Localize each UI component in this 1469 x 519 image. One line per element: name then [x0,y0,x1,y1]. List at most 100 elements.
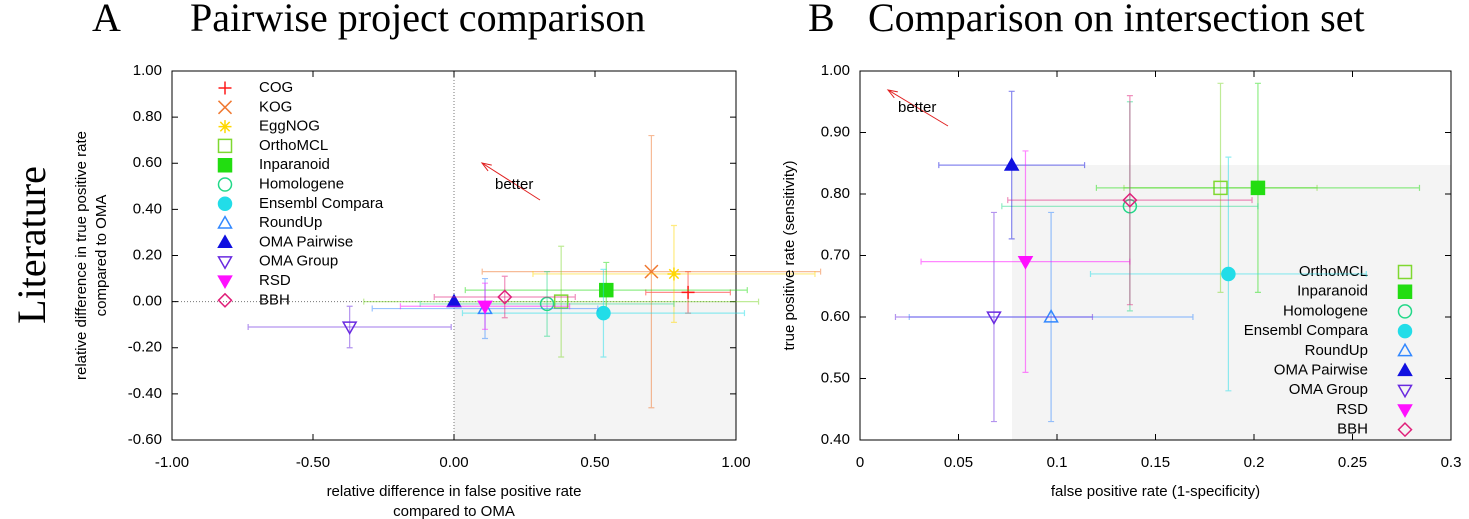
x-tick-label: 1.00 [721,454,750,471]
y-tick-label: 0.40 [821,431,850,448]
legend-label: RoundUp [1305,342,1368,359]
y-error-bar [1126,95,1133,306]
data-point [667,267,681,281]
legend-label: RSD [259,272,291,289]
data-point [1122,192,1138,208]
data-point [1043,308,1059,323]
annotation-arrow [481,162,541,201]
data-point [1122,199,1138,214]
legend-label: Inparanoid [1297,283,1368,300]
y-tick-label: 1.00 [133,62,162,79]
y-tick-label: 0.70 [821,246,850,263]
legend-label: OMA Pairwise [1274,361,1368,378]
data-point [681,285,695,299]
chart-title: Pairwise project comparison [190,0,645,40]
legend-label: OrthoMCL [259,137,328,154]
legend-marker [1397,404,1413,418]
y-tick-label: 1.00 [821,62,850,79]
data-point [1250,180,1266,196]
data-point [1213,180,1228,196]
y-error-bar [544,271,551,337]
row-label: Literature [9,166,54,324]
shaded-region [454,301,736,440]
x-tick-label: 0.25 [1338,454,1367,471]
x-tick-label: 0.00 [439,454,468,471]
y-tick-label: -0.60 [128,431,162,448]
x-tick-label: 0.3 [1441,454,1462,471]
y-tick-label: 0.90 [821,123,850,140]
data-point [986,311,1002,326]
annotation-arrowhead [886,89,898,99]
x-tick-label: 0.05 [944,454,973,471]
legend-marker [217,138,233,154]
x-axis-label: relative difference in false positive ra… [327,483,582,500]
y-tick-label: -0.40 [128,385,162,402]
y-tick-label: 0.80 [821,185,850,202]
x-tick-label: -0.50 [296,454,330,471]
legend-marker [1397,342,1413,357]
legend-marker [217,157,233,173]
x-axis-label: compared to OMA [393,503,515,519]
legend-marker [218,81,232,95]
data-point [477,300,493,315]
annotation: better [898,99,936,116]
legend-label: Inparanoid [259,156,330,173]
legend-marker [1397,422,1413,438]
legend-label: BBH [1337,421,1368,438]
legend-label: COG [259,79,293,96]
y-axis-label: relative difference in true positive rat… [73,131,90,380]
legend-label: EggNOG [259,118,320,135]
legend-marker [217,196,233,212]
annotation: better [495,176,533,193]
data-point [644,264,659,279]
shaded-region [1012,165,1451,440]
data-point [1221,266,1236,282]
y-axis-label: true positive rate (sensitivity) [781,160,798,350]
y-tick-label: 0.60 [133,154,162,171]
legend-marker [1397,323,1413,339]
y-tick-label: -0.20 [128,339,162,356]
y-tick-label: 0.40 [133,200,162,217]
legend-marker [1397,264,1413,280]
legend-marker [217,292,233,308]
y-tick-label: 0.50 [821,369,850,386]
legend-label: Ensembl Compara [1244,322,1369,339]
data-point [599,282,614,298]
legend-marker [1397,384,1413,399]
legend-marker [218,120,232,134]
data-point [596,305,611,321]
data-point [539,296,555,312]
legend-marker [217,100,233,115]
y-tick-label: 0.20 [133,246,162,263]
legend-label: OrthoMCL [1299,263,1368,280]
x-tick-label: 0 [856,454,864,471]
annotation-arrow [887,89,949,127]
y-error-bar [346,305,353,349]
data-point [1017,256,1034,270]
legend-label: KOG [259,98,292,115]
legend-marker [217,275,233,290]
x-tick-label: -1.00 [155,454,189,471]
legend-label: OMA Pairwise [259,233,353,250]
y-error-bar [558,245,565,358]
data-point [1003,157,1020,171]
x-axis-label: false positive rate (1-specificity) [1051,483,1260,500]
y-error-bar [990,211,997,423]
legend-label: Homologene [1283,302,1368,319]
y-error-bar [501,275,508,319]
legend-label: OMA Group [259,253,338,270]
legend-marker [1397,362,1413,377]
y-tick-label: 0.00 [133,293,162,310]
legend-marker [217,215,233,229]
x-tick-label: 0.15 [1141,454,1170,471]
legend-marker [1397,284,1413,299]
annotation-arrowhead [480,162,492,172]
legend-label: RSD [1336,401,1368,418]
legend-marker [217,177,233,192]
y-tick-label: 0.80 [133,108,162,125]
legend-label: OMA Group [1289,381,1368,398]
legend-label: RoundUp [259,214,322,231]
panel-label: B [808,0,835,40]
y-tick-label: 0.60 [821,308,850,325]
